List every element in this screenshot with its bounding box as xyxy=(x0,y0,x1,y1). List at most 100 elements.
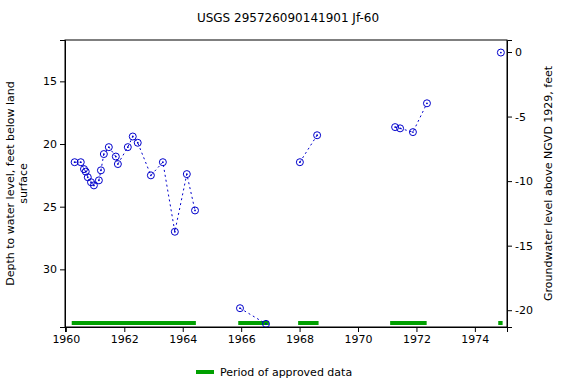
tick: 25 xyxy=(43,201,65,214)
tick: -5 xyxy=(507,111,526,124)
marker-dot xyxy=(174,231,176,233)
legend-label: Period of approved data xyxy=(220,366,352,379)
data-point xyxy=(147,172,154,179)
data-point xyxy=(262,320,269,327)
data-point xyxy=(84,174,91,181)
axis-line xyxy=(66,328,508,333)
data-point xyxy=(134,139,141,146)
marker-dot xyxy=(100,169,102,171)
marker-dot xyxy=(93,184,95,186)
tick: 15 xyxy=(43,75,65,88)
approved-period xyxy=(498,321,502,325)
tick-mark xyxy=(507,52,512,53)
marker-dot xyxy=(85,171,87,173)
title: USGS 295726090141901 Jf-60 xyxy=(197,11,379,25)
approved-period xyxy=(390,321,427,325)
data-point xyxy=(296,159,303,166)
marker-ring xyxy=(296,159,303,166)
tick-label: 0 xyxy=(515,46,522,59)
tick-label: -5 xyxy=(515,111,526,124)
tick-label: 1960 xyxy=(52,333,80,346)
marker-dot xyxy=(137,142,139,144)
marker-ring xyxy=(112,153,119,160)
tick: 0 xyxy=(507,46,522,59)
marker-ring xyxy=(159,159,166,166)
plot-frame xyxy=(65,40,507,327)
data-point xyxy=(392,124,399,131)
data-point xyxy=(497,49,504,56)
marker-ring xyxy=(497,49,504,56)
marker-ring xyxy=(100,151,107,158)
marker-ring xyxy=(314,132,321,139)
tick-mark xyxy=(60,269,65,270)
marker-dot xyxy=(103,153,105,155)
marker-ring xyxy=(262,320,269,327)
tick-label: -10 xyxy=(515,175,533,188)
x-axis: 1960 1962 1964 1966 1968 1970 1972 1974 xyxy=(52,327,507,346)
marker-dot xyxy=(87,176,89,178)
tick: 1966 xyxy=(228,327,256,346)
tick-label: 1970 xyxy=(345,333,373,346)
series-line xyxy=(395,103,427,132)
data-point xyxy=(423,100,430,107)
tick-mark xyxy=(507,310,512,311)
marker-ring xyxy=(84,174,91,181)
tick-label: -20 xyxy=(515,304,533,317)
data-point xyxy=(114,161,121,168)
approved-period xyxy=(298,321,318,325)
data-point xyxy=(105,144,112,151)
tick-label: 25 xyxy=(43,201,57,214)
data-point xyxy=(159,159,166,166)
marker-ring xyxy=(392,124,399,131)
data-point xyxy=(95,177,102,184)
marker-ring xyxy=(95,177,102,184)
marker-dot xyxy=(108,146,110,148)
chart: USGS 295726090141901 Jf-6019601962196419… xyxy=(0,0,576,384)
marker-ring xyxy=(134,139,141,146)
tick: 1972 xyxy=(403,327,431,346)
approved-period xyxy=(238,321,269,325)
approved-period xyxy=(72,321,196,325)
tick-label: 1974 xyxy=(461,333,489,346)
tick: 1962 xyxy=(111,327,139,346)
marker-ring xyxy=(423,100,430,107)
y-axis: 15 20 25 30 xyxy=(43,41,66,328)
legend-swatch xyxy=(196,370,214,374)
tick: 20 xyxy=(43,138,65,151)
marker-dot xyxy=(186,173,188,175)
tick-label: 1962 xyxy=(111,333,139,346)
y-axis-title-line: Depth to water level, feet below land xyxy=(4,81,17,286)
marker-dot xyxy=(394,126,396,128)
tick-mark xyxy=(475,327,476,332)
y2-axis-title: Groundwater level above NGVD 1929, feet xyxy=(542,65,555,301)
tick-mark xyxy=(60,207,65,208)
marker-dot xyxy=(115,156,117,158)
marker-dot xyxy=(194,210,196,212)
marker-ring xyxy=(192,207,199,214)
tick-label: 20 xyxy=(43,138,57,151)
marker-dot xyxy=(426,102,428,104)
marker-ring xyxy=(105,144,112,151)
tick: 30 xyxy=(43,263,65,276)
tick: -15 xyxy=(507,240,533,253)
tick: 1968 xyxy=(286,327,314,346)
data-point xyxy=(97,167,104,174)
data-point xyxy=(236,305,243,312)
tick: 1964 xyxy=(169,327,197,346)
tick-mark xyxy=(358,327,359,332)
series-line xyxy=(75,137,195,232)
tick-mark xyxy=(124,327,125,332)
tick-label: -15 xyxy=(515,240,533,253)
data-point xyxy=(124,144,131,151)
marker-ring xyxy=(129,133,136,140)
tick-label: 15 xyxy=(43,75,57,88)
marker-ring xyxy=(409,129,416,136)
y-axis-title-line: surface xyxy=(17,163,30,204)
tick-label: 1966 xyxy=(228,333,256,346)
marker-dot xyxy=(316,134,318,136)
y-axis-title: Depth to water level, feet below landsur… xyxy=(4,81,30,286)
marker-dot xyxy=(500,52,502,54)
tick-label: 1972 xyxy=(403,333,431,346)
marker-dot xyxy=(127,146,129,148)
data-point xyxy=(112,153,119,160)
